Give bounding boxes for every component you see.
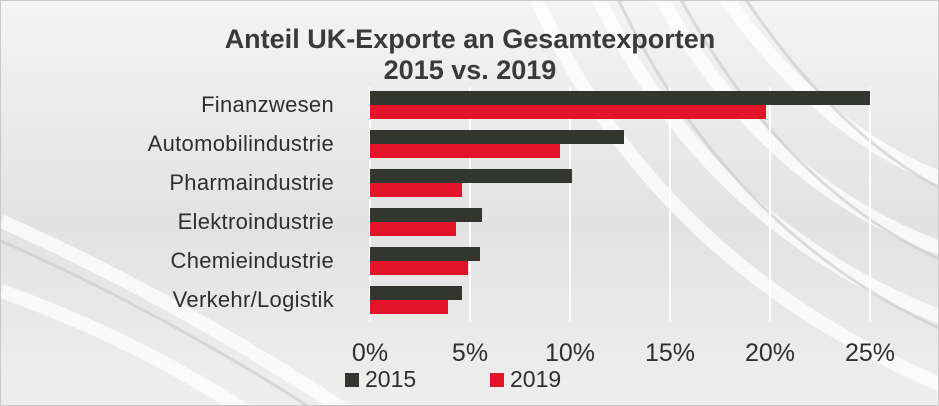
bar-2015-pharmaindustrie <box>370 169 572 183</box>
bar-2015-elektroindustrie <box>370 208 482 222</box>
category-label: Automobilindustrie <box>148 131 334 156</box>
chart-title: Anteil UK-Exporte an Gesamtexporten <box>225 24 716 54</box>
category-label: Finanzwesen <box>201 92 334 117</box>
category-label: Pharmaindustrie <box>169 170 334 195</box>
chart-subtitle: 2015 vs. 2019 <box>384 55 557 85</box>
legend-swatch-2019 <box>490 373 504 387</box>
bar-2015-chemieindustrie <box>370 247 480 261</box>
bar-2015-verkehr-logistik <box>370 286 462 300</box>
bar-2019-elektroindustrie <box>370 222 456 236</box>
gridlines <box>369 87 871 321</box>
legend-label-2019: 2019 <box>510 366 561 392</box>
category-label: Verkehr/Logistik <box>173 287 335 312</box>
category-label: Chemieindustrie <box>171 248 334 273</box>
bar-2015-automobilindustrie <box>370 130 624 144</box>
bar-2019-chemieindustrie <box>370 261 468 275</box>
bar-2019-verkehr-logistik <box>370 300 448 314</box>
x-tick-label: 10% <box>545 339 595 367</box>
x-tick-label: 0% <box>352 339 388 367</box>
category-label: Elektroindustrie <box>178 209 334 234</box>
x-tick-label: 25% <box>845 339 895 367</box>
legend: 2015 2019 <box>345 366 561 392</box>
x-tick-label: 5% <box>452 339 488 367</box>
legend-swatch-2015 <box>345 373 359 387</box>
bar-2019-finanzwesen <box>370 105 766 119</box>
x-tick-label: 20% <box>745 339 795 367</box>
bar-2015-finanzwesen <box>370 91 870 105</box>
bar-2019-pharmaindustrie <box>370 183 462 197</box>
x-tick-label: 15% <box>645 339 695 367</box>
legend-label-2015: 2015 <box>365 366 416 392</box>
bar-2019-automobilindustrie <box>370 144 560 158</box>
